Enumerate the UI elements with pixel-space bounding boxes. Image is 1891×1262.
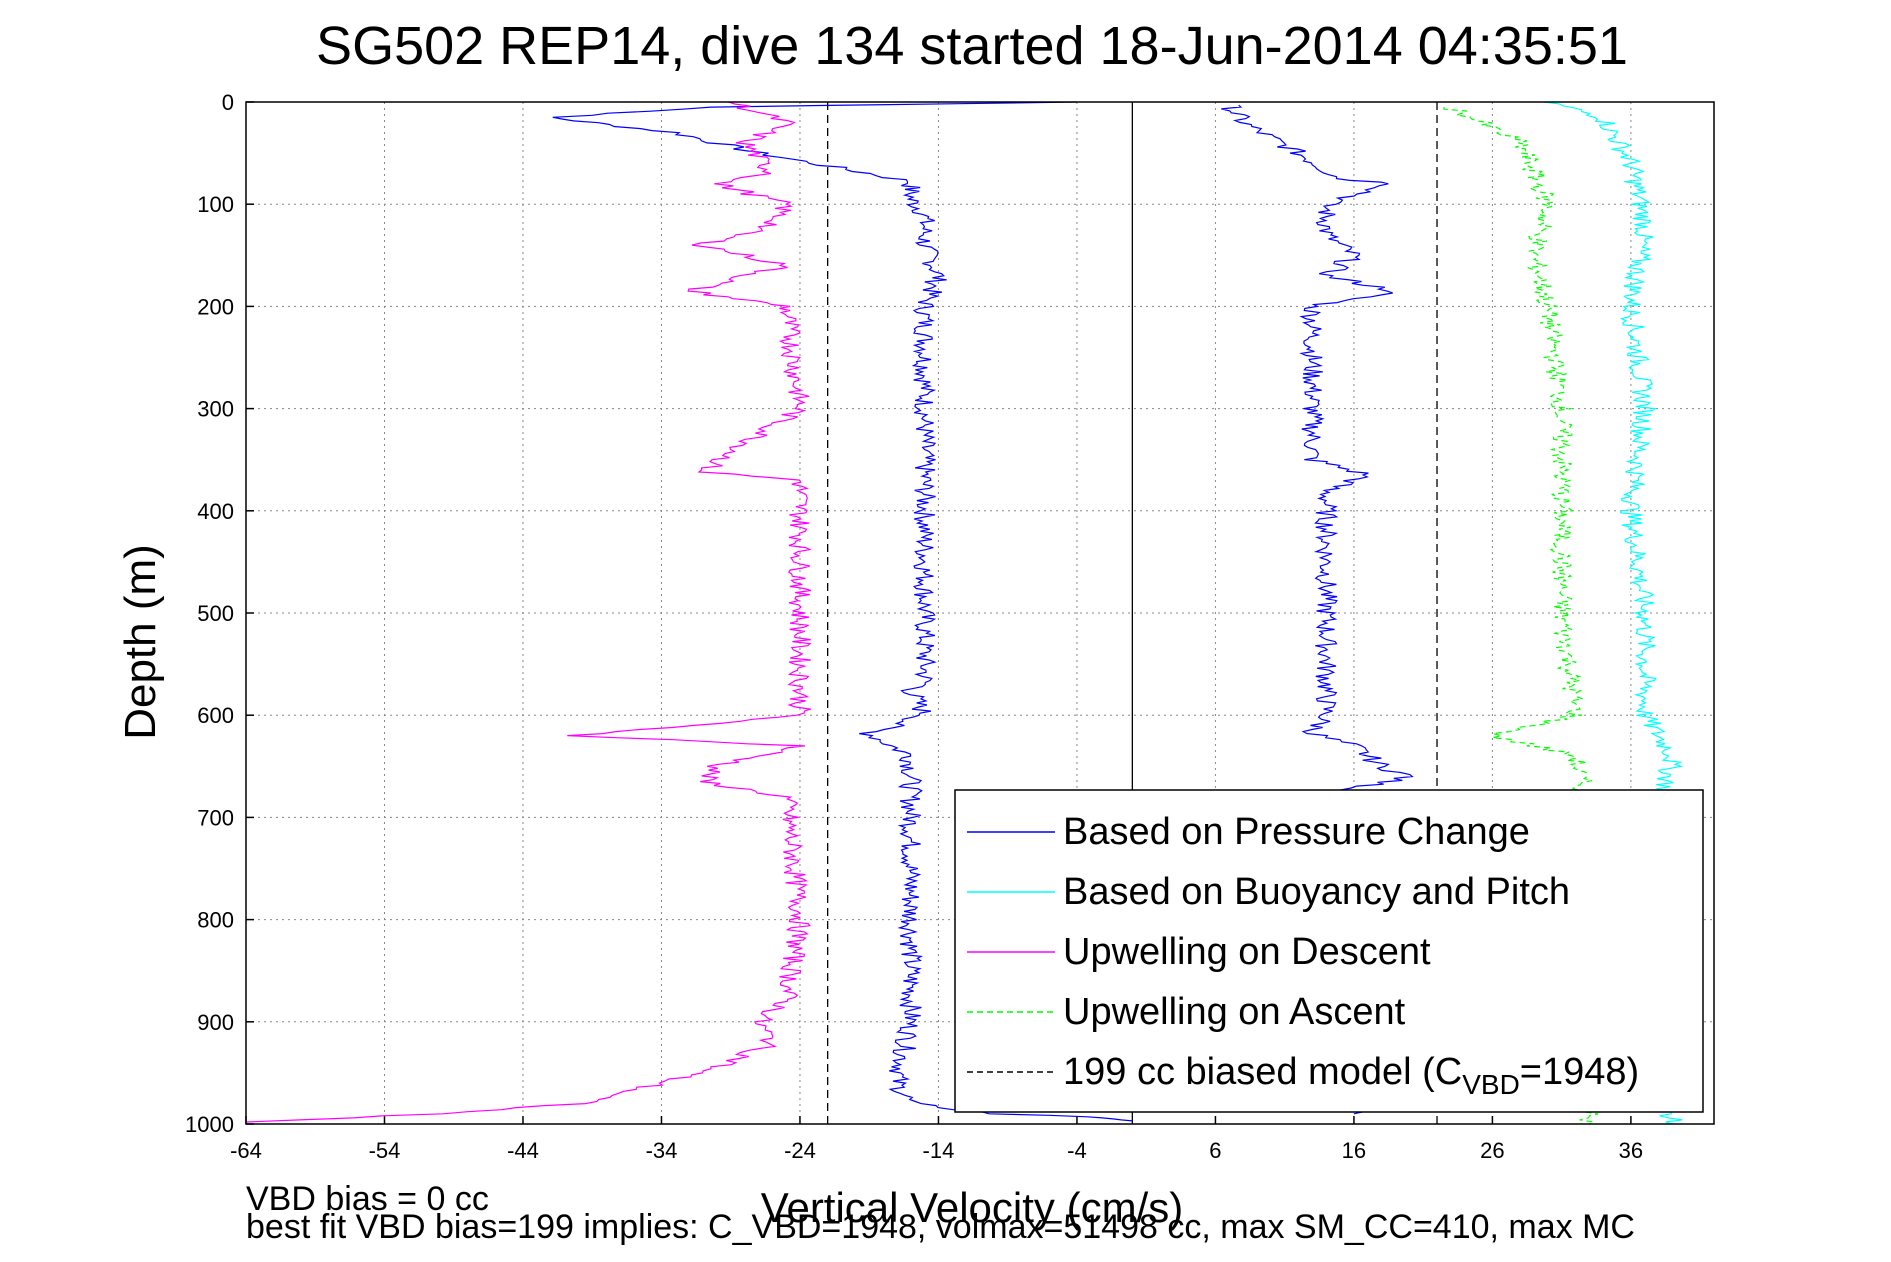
x-tick-label: 16 <box>1342 1138 1366 1163</box>
legend-label: Upwelling on Descent <box>1063 931 1431 973</box>
footer-bestfit-text: best fit VBD bias=199 implies: C_VBD=194… <box>246 1208 1635 1246</box>
x-tick-label: 36 <box>1619 1138 1643 1163</box>
y-tick-labels: 0 100 200 300 400 500 600 700 800 900 1000 <box>185 90 234 1137</box>
y-tick-label: 0 <box>222 90 234 115</box>
legend-label: Upwelling on Ascent <box>1063 991 1406 1033</box>
x-tick-label: -64 <box>230 1138 262 1163</box>
x-tick-label: -4 <box>1067 1138 1087 1163</box>
y-tick-label: 200 <box>197 294 234 319</box>
series-line <box>245 101 812 1123</box>
chart-title: SG502 REP14, dive 134 started 18-Jun-201… <box>316 16 1628 76</box>
series-line <box>552 101 1133 1122</box>
y-tick-label: 100 <box>197 192 234 217</box>
y-tick-label: 500 <box>197 601 234 626</box>
x-tick-label: -14 <box>923 1138 955 1163</box>
x-tick-label: -54 <box>369 1138 401 1163</box>
y-axis-label: Depth (m) <box>116 544 165 740</box>
series-upwelling-on-descent <box>245 101 812 1123</box>
y-tick-label: 900 <box>197 1010 234 1035</box>
plot-frame <box>245 101 1715 1125</box>
y-tick-label: 1000 <box>185 1112 234 1137</box>
legend: Based on Pressure Change Based on Buoyanc… <box>954 789 1704 1113</box>
legend-label: Based on Pressure Change <box>1063 811 1530 853</box>
x-tick-labels: -64 -54 -44 -34 -24 -14 -4 6 16 26 36 <box>230 1138 1643 1163</box>
x-tick-label: -24 <box>784 1138 816 1163</box>
x-axis-label: Vertical Velocity (cm/s) <box>761 1184 1183 1231</box>
y-tick-label: 800 <box>197 908 234 933</box>
legend-box <box>954 789 1704 1113</box>
y-tick-label: 300 <box>197 397 234 422</box>
y-tick-label: 700 <box>197 805 234 830</box>
legend-subscript: VBD <box>1462 1069 1520 1100</box>
y-tick-label: 600 <box>197 703 234 728</box>
legend-label: Based on Buoyancy and Pitch <box>1063 871 1570 913</box>
legend-label: 199 cc biased model (CVBD=1948) <box>1063 1051 1639 1100</box>
y-tick-label: 400 <box>197 499 234 524</box>
legend-suffix: =1948) <box>1520 1051 1639 1093</box>
x-tick-label: 26 <box>1480 1138 1504 1163</box>
x-tick-label: -34 <box>646 1138 678 1163</box>
footer-bias-text: VBD bias = 0 cc <box>246 1180 489 1218</box>
x-tick-label: 6 <box>1209 1138 1221 1163</box>
x-tick-label: -44 <box>507 1138 539 1163</box>
